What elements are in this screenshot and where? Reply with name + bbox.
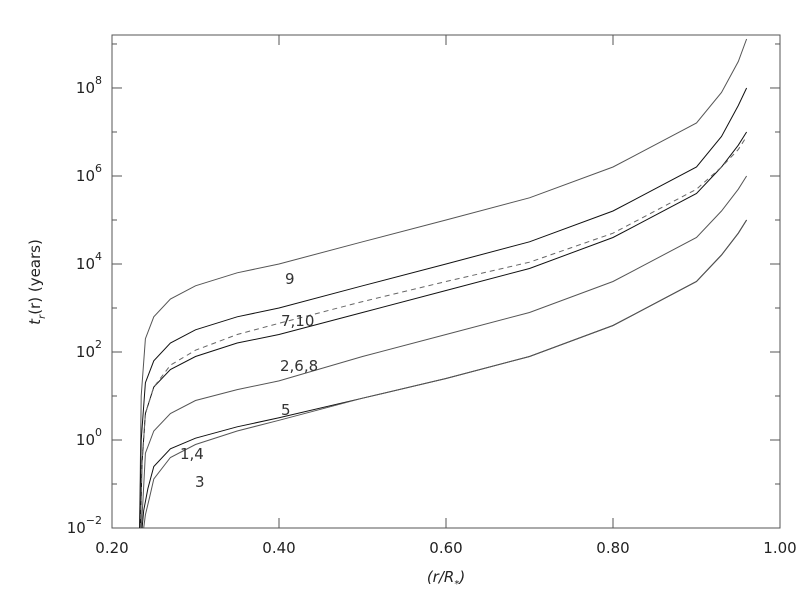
y-tick-label: 10−2 [67, 514, 102, 537]
x-tick-label: 1.00 [763, 539, 796, 557]
y-tick-base: 10 [67, 519, 86, 537]
y-tick-base: 10 [76, 167, 95, 185]
y-tick-exponent: 2 [95, 338, 102, 351]
y-axis-label: tr(r) (years) [26, 239, 48, 325]
y-label-sub: r [37, 314, 48, 319]
y-tick-base: 10 [76, 431, 95, 449]
y-tick-exponent: 8 [95, 74, 102, 87]
curve-annotation: 1,4 [180, 445, 204, 463]
y-tick-base: 10 [76, 255, 95, 273]
curve-annotation: 3 [195, 473, 205, 491]
curve [143, 219, 748, 529]
x-label-sub: * [454, 579, 459, 590]
curve-annotation: 9 [285, 270, 295, 288]
curve [139, 87, 748, 529]
curve [140, 175, 748, 529]
y-tick-exponent: −2 [86, 514, 102, 527]
y-tick-base: 10 [76, 343, 95, 361]
y-tick-label: 102 [76, 338, 102, 361]
x-label-main: (r/R [427, 568, 455, 586]
y-tick-label: 108 [76, 74, 102, 97]
x-tick-label: 0.40 [262, 539, 295, 557]
x-axis-label: (r/R*) [427, 568, 465, 590]
y-tick-base: 10 [76, 79, 95, 97]
curve-annotation: 7,10 [281, 312, 314, 330]
curve-annotation: 2,6,8 [280, 357, 318, 375]
curve [139, 38, 748, 529]
y-tick-exponent: 0 [95, 426, 102, 439]
y-tick-exponent: 4 [95, 250, 102, 263]
curve [139, 131, 748, 529]
y-tick-label: 100 [76, 426, 102, 449]
x-tick-label: 0.20 [95, 539, 128, 557]
x-tick-label: 0.80 [596, 539, 629, 557]
curve [139, 136, 748, 529]
curve-annotation: 5 [281, 401, 291, 419]
curve [141, 219, 748, 529]
x-tick-label: 0.60 [429, 539, 462, 557]
y-label-rest: (r) (years) [26, 239, 44, 315]
y-label-main: t [26, 318, 44, 325]
y-tick-label: 106 [76, 162, 102, 185]
y-tick-label: 104 [76, 250, 102, 273]
x-label-rest: ) [458, 568, 465, 586]
y-tick-exponent: 6 [95, 162, 102, 175]
